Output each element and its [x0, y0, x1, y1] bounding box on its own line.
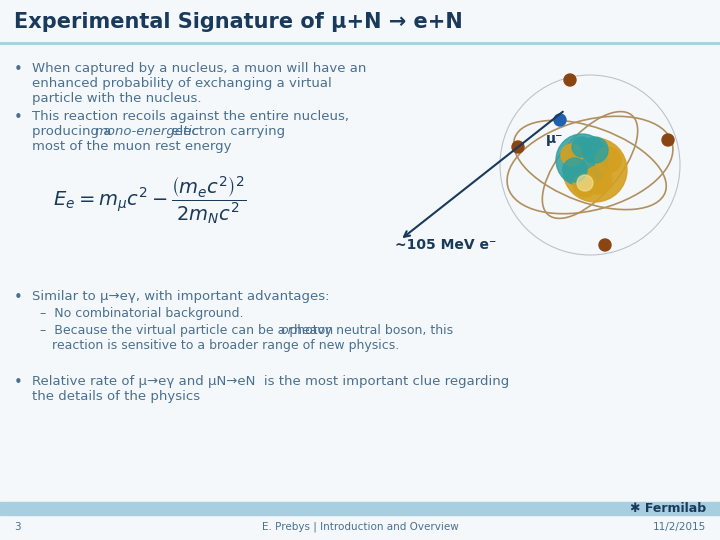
Text: heavy neutral boson, this: heavy neutral boson, this: [290, 324, 453, 337]
Circle shape: [554, 114, 566, 126]
Text: •: •: [14, 290, 23, 305]
Text: Similar to μ→eγ, with important advantages:: Similar to μ→eγ, with important advantag…: [32, 290, 330, 303]
Text: the details of the physics: the details of the physics: [32, 390, 200, 403]
Text: μ⁻: μ⁻: [546, 132, 564, 146]
Text: •: •: [14, 375, 23, 390]
Circle shape: [563, 158, 587, 182]
Circle shape: [662, 134, 674, 146]
Circle shape: [584, 166, 612, 194]
Text: •: •: [14, 110, 23, 125]
Text: ~105 MeV e⁻: ~105 MeV e⁻: [395, 238, 496, 252]
Text: enhanced probability of exchanging a virtual: enhanced probability of exchanging a vir…: [32, 77, 332, 90]
Text: When captured by a nucleus, a muon will have an: When captured by a nucleus, a muon will …: [32, 62, 366, 75]
Circle shape: [577, 175, 593, 191]
Text: producing a: producing a: [32, 125, 116, 138]
Text: 3: 3: [14, 522, 21, 532]
Text: reaction is sensitive to a broader range of new physics.: reaction is sensitive to a broader range…: [52, 339, 400, 352]
Text: mono-energetic: mono-energetic: [94, 125, 199, 138]
Text: –  Because the virtual particle can be a photon: – Because the virtual particle can be a …: [40, 324, 337, 337]
Text: $E_e = m_\mu c^2 - \dfrac{\left(m_e c^2\right)^2}{2m_N c^2}$: $E_e = m_\mu c^2 - \dfrac{\left(m_e c^2\…: [53, 174, 247, 226]
Text: Relative rate of μ→eγ and μN→eN  is the most important clue regarding: Relative rate of μ→eγ and μN→eN is the m…: [32, 375, 509, 388]
Text: or: or: [280, 324, 293, 337]
Circle shape: [595, 147, 621, 173]
Circle shape: [563, 138, 627, 202]
Circle shape: [512, 141, 524, 153]
Circle shape: [572, 137, 592, 157]
Text: particle with the nucleus.: particle with the nucleus.: [32, 92, 202, 105]
Circle shape: [599, 239, 611, 251]
Circle shape: [564, 74, 576, 86]
Text: –  No combinatorial background.: – No combinatorial background.: [40, 307, 243, 320]
Text: •: •: [14, 62, 23, 77]
Circle shape: [556, 134, 608, 186]
Text: Experimental Signature of μ+N → e+N: Experimental Signature of μ+N → e+N: [14, 12, 463, 32]
Text: This reaction recoils against the entire nucleus,: This reaction recoils against the entire…: [32, 110, 349, 123]
Text: ✱ Fermilab: ✱ Fermilab: [630, 502, 706, 515]
Text: E. Prebys | Introduction and Overview: E. Prebys | Introduction and Overview: [261, 522, 459, 532]
Circle shape: [561, 144, 583, 166]
Text: 11/2/2015: 11/2/2015: [653, 522, 706, 532]
Text: electron carrying: electron carrying: [167, 125, 285, 138]
Circle shape: [573, 173, 597, 197]
Circle shape: [582, 137, 608, 163]
Text: most of the muon rest energy: most of the muon rest energy: [32, 140, 232, 153]
Bar: [0, 502, 720, 515]
